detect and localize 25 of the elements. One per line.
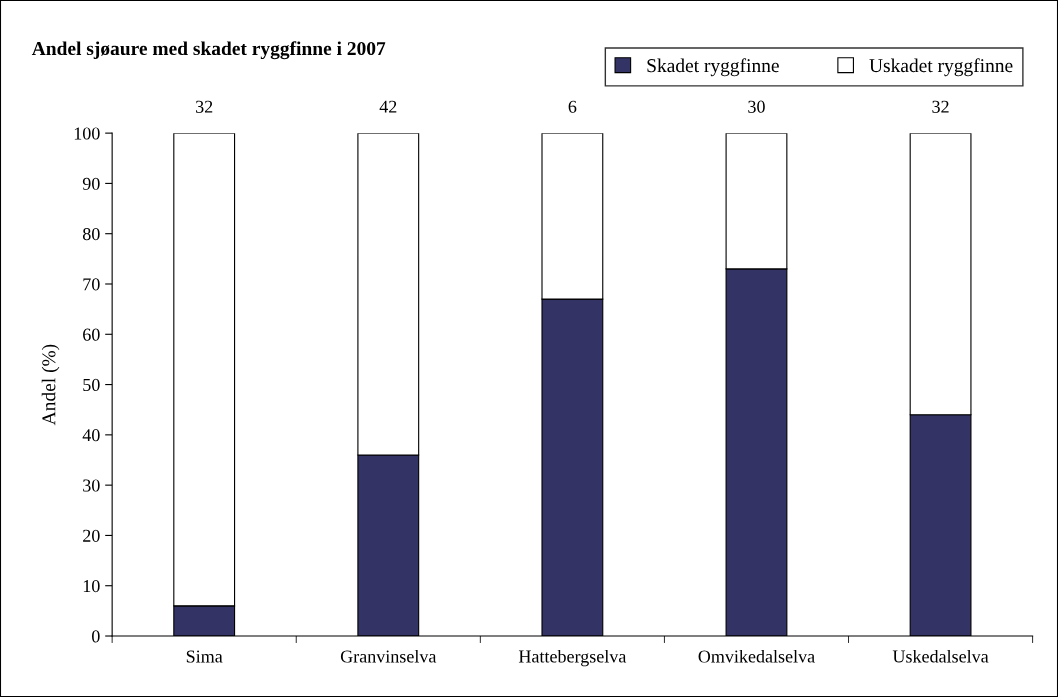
annotation: 6 xyxy=(568,100,577,113)
y-tick-label: 100 xyxy=(74,127,100,140)
annotation: 30 xyxy=(748,100,765,113)
y-tick-label: 0 xyxy=(92,630,100,643)
y-tick-label: 10 xyxy=(83,579,100,593)
x-tick-label: Hattebergselva xyxy=(518,649,627,667)
legend-label: Skadet ryggfinne xyxy=(647,58,779,77)
x-tick-label: Granvinselva xyxy=(340,649,437,663)
y-axis-title: Andel (%) xyxy=(41,344,60,426)
y-tick-label: 90 xyxy=(82,177,100,190)
y-tick-label: 40 xyxy=(82,429,100,442)
y-tick-label: 30 xyxy=(83,479,100,492)
x-tick-label: Omvikedalselva xyxy=(698,649,815,663)
y-tick-label: 50 xyxy=(83,378,100,392)
y-tick-label: 80 xyxy=(82,227,100,241)
legend-label: Uskadet ryggfinne xyxy=(869,58,1013,77)
y-tick-label: 20 xyxy=(83,529,100,542)
chart-title: Andel sjøaure med skadet ryggfinne i 2007 xyxy=(31,41,386,60)
annotation: 42 xyxy=(379,100,397,113)
y-tick-label: 70 xyxy=(83,278,100,291)
x-tick-label: Sima xyxy=(186,650,223,663)
y-tick-label: 60 xyxy=(83,328,100,341)
annotation: 32 xyxy=(196,100,213,113)
x-tick-label: Uskedalselva xyxy=(892,649,989,663)
annotation: 32 xyxy=(932,100,949,113)
